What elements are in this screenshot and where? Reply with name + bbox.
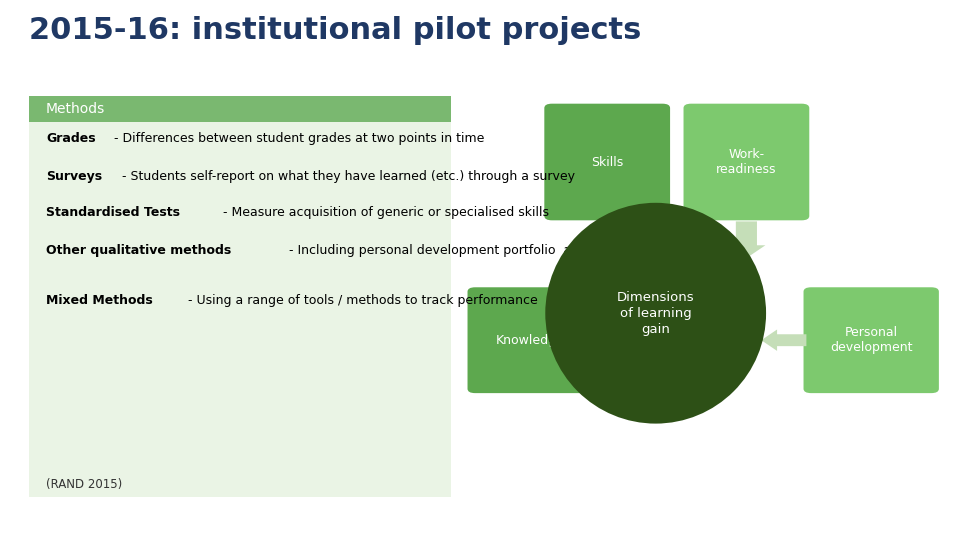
Text: Work-
readiness: Work- readiness: [716, 148, 777, 176]
FancyBboxPatch shape: [29, 122, 451, 497]
FancyArrow shape: [588, 221, 626, 253]
Text: (RAND 2015): (RAND 2015): [46, 478, 122, 491]
Text: - Measure acquisition of generic or specialised skills: - Measure acquisition of generic or spec…: [219, 206, 549, 219]
Text: - Using a range of tools / methods to track performance: - Using a range of tools / methods to tr…: [183, 294, 538, 307]
FancyArrow shape: [728, 221, 765, 258]
Text: Skills: Skills: [591, 156, 623, 168]
FancyBboxPatch shape: [804, 287, 939, 393]
FancyArrow shape: [761, 329, 806, 351]
Text: Grades: Grades: [46, 132, 96, 145]
FancyBboxPatch shape: [468, 287, 593, 393]
Text: 2015-16: institutional pilot projects: 2015-16: institutional pilot projects: [29, 16, 641, 45]
Text: Standardised Tests: Standardised Tests: [46, 206, 180, 219]
Text: Other qualitative methods: Other qualitative methods: [46, 244, 231, 257]
Text: - Differences between student grades at two points in time: - Differences between student grades at …: [110, 132, 485, 145]
Ellipse shape: [545, 203, 766, 423]
Text: Surveys: Surveys: [46, 170, 102, 183]
Text: Knowledge: Knowledge: [496, 334, 564, 347]
FancyArrow shape: [550, 329, 590, 351]
Text: Dimensions
of learning
gain: Dimensions of learning gain: [617, 291, 694, 336]
FancyBboxPatch shape: [544, 104, 670, 220]
FancyBboxPatch shape: [29, 96, 451, 122]
Text: Mixed Methods: Mixed Methods: [46, 294, 153, 307]
FancyBboxPatch shape: [684, 104, 809, 220]
Text: Methods: Methods: [46, 102, 106, 116]
Text: - Including personal development portfolio  and/or reflection on skills gap: - Including personal development portfol…: [285, 244, 750, 257]
Text: Personal
development: Personal development: [830, 326, 912, 354]
Text: - Students self-report on what they have learned (etc.) through a survey: - Students self-report on what they have…: [118, 170, 575, 183]
